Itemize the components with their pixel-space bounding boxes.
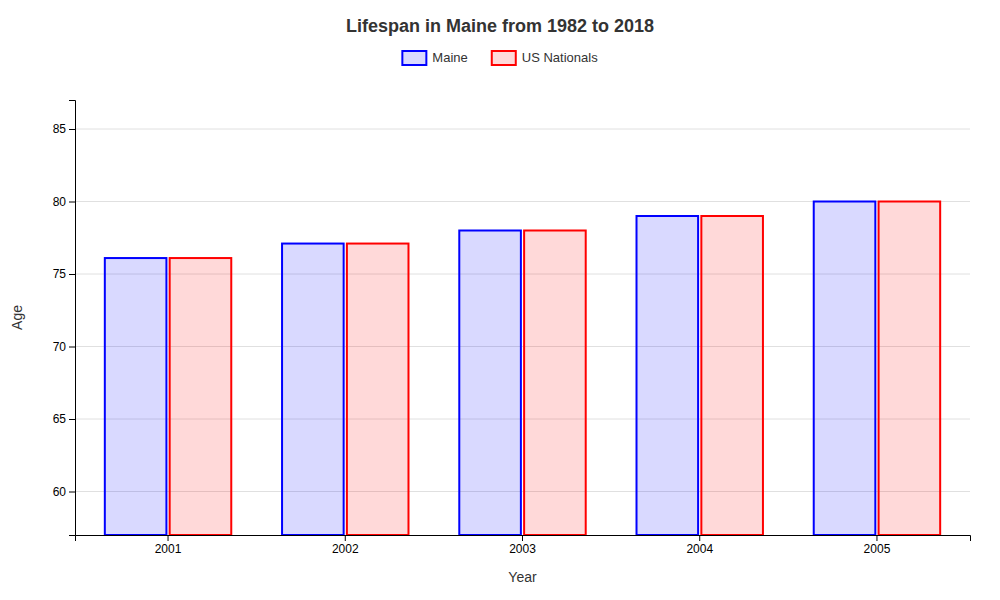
y-axis: 60 65 70 75 80 85 — [53, 101, 76, 536]
y-tick-label: 60 — [53, 485, 67, 499]
y-tick: 60 — [53, 485, 75, 499]
x-tick-mark — [876, 535, 877, 541]
series — [170, 202, 941, 536]
x-tick: 2005 — [864, 535, 891, 556]
legend-swatch — [402, 51, 426, 65]
y-tick-label: 85 — [53, 122, 67, 136]
x-axis: 2001 2002 2003 2004 2005 — [76, 535, 971, 556]
y-tick-label: 70 — [53, 340, 67, 354]
y-tick-label: 65 — [53, 412, 67, 426]
x-axis-title: Year — [508, 569, 537, 585]
plot: 60 65 70 75 80 85 2001 2002 2003 2004 2005 — [53, 101, 971, 556]
x-tick: 2002 — [332, 535, 359, 556]
legend-swatch — [492, 51, 516, 65]
y-tick-mark — [69, 274, 75, 275]
bar — [701, 216, 763, 535]
y-tick-mark — [69, 347, 75, 348]
y-tick: 70 — [53, 340, 75, 354]
x-tick-mark — [345, 535, 346, 541]
x-tick-mark — [699, 535, 700, 541]
x-tick-label: 2005 — [864, 542, 891, 556]
y-axis-line — [69, 101, 76, 536]
x-tick-mark — [522, 535, 523, 541]
x-tick-label: 2001 — [155, 542, 182, 556]
bars — [105, 202, 940, 536]
y-tick: 75 — [53, 267, 75, 281]
legend: Maine US Nationals — [402, 50, 598, 65]
y-tick: 80 — [53, 195, 75, 209]
bar — [524, 231, 586, 536]
chart: 60 65 70 75 80 85 2001 2002 2003 2004 2005 Year Age L… — [0, 0, 1000, 600]
x-tick: 2004 — [686, 535, 713, 556]
legend-item: US Nationals — [492, 50, 598, 65]
series — [105, 202, 876, 536]
bar — [282, 244, 344, 535]
bar — [105, 258, 167, 535]
x-tick-label: 2002 — [332, 542, 359, 556]
x-axis-line — [76, 536, 971, 542]
grid-line — [75, 129, 970, 130]
y-tick-label: 75 — [53, 267, 67, 281]
y-tick: 65 — [53, 412, 75, 426]
legend-label: US Nationals — [522, 50, 598, 65]
bar — [637, 216, 699, 535]
x-tick-label: 2004 — [686, 542, 713, 556]
x-tick-label: 2003 — [509, 542, 536, 556]
x-tick: 2003 — [509, 535, 536, 556]
bar — [879, 202, 941, 536]
legend-item: Maine — [402, 50, 467, 65]
y-tick-mark — [69, 419, 75, 420]
bar — [347, 244, 409, 535]
bar — [459, 231, 521, 536]
x-tick-mark — [168, 535, 169, 541]
title: Lifespan in Maine from 1982 to 2018 — [346, 16, 654, 36]
bar — [170, 258, 232, 535]
y-tick-mark — [69, 202, 75, 203]
y-tick-mark — [69, 129, 75, 130]
y-tick-label: 80 — [53, 195, 67, 209]
x-tick: 2001 — [155, 535, 182, 556]
y-tick: 85 — [53, 122, 75, 136]
bar — [814, 202, 876, 536]
y-axis-title: Age — [9, 305, 25, 330]
y-tick-mark — [69, 492, 75, 493]
legend-label: Maine — [432, 50, 467, 65]
